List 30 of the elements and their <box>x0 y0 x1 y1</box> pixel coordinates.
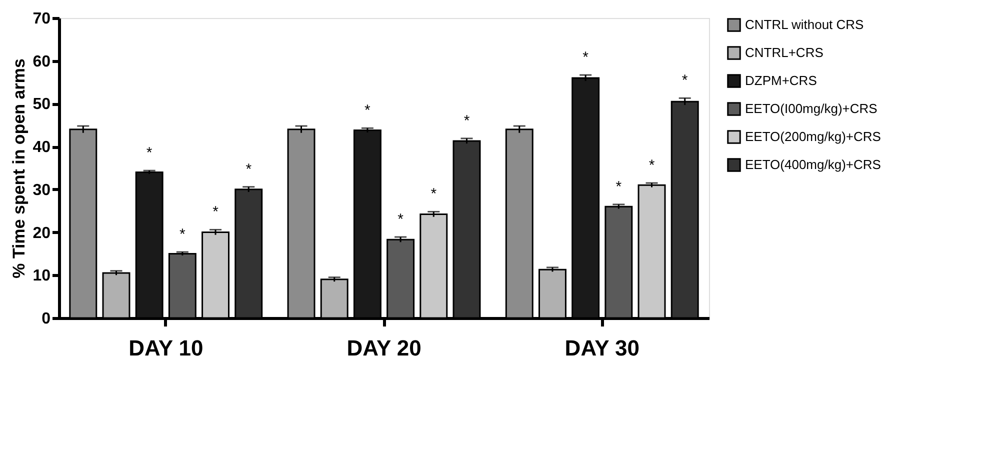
data-label: * <box>430 186 437 203</box>
y-tick-label: 30 <box>32 182 51 199</box>
data-label: * <box>364 102 371 120</box>
data-label: * <box>648 157 655 174</box>
legend-label: CNTRL+CRS <box>745 45 824 60</box>
data-label: * <box>682 72 688 90</box>
data-label: * <box>146 144 152 162</box>
data-label: * <box>246 160 252 178</box>
data-label: * <box>616 178 622 196</box>
y-tick-label: 40 <box>32 139 51 156</box>
data-label: * <box>398 211 404 228</box>
data-label: * <box>464 112 470 130</box>
y-tick-label: 10 <box>32 268 51 285</box>
data-label: * <box>582 49 589 66</box>
y-tick-label: 70 <box>32 10 51 28</box>
legend-label: EETO(200mg/kg)+CRS <box>745 129 882 144</box>
y-tick-label: 20 <box>32 224 51 242</box>
legend-label: EETO(I00mg/kg)+CRS <box>745 101 878 116</box>
legend-label: EETO(400mg/kg)+CRS <box>745 157 882 172</box>
x-tick-label: DAY 10 <box>128 336 204 360</box>
y-tick-label: 50 <box>32 96 51 114</box>
x-tick-label: DAY 20 <box>346 336 422 360</box>
y-axis-title: % Time spent in open arms <box>10 58 29 278</box>
data-label: * <box>180 226 186 243</box>
y-tick-label: 60 <box>32 53 51 70</box>
x-tick-label: DAY 30 <box>564 336 640 360</box>
data-label: * <box>212 204 219 221</box>
legend-label: CNTRL without CRS <box>745 17 864 32</box>
legend-label: DZPM+CRS <box>745 73 818 88</box>
y-tick-label: 0 <box>42 310 51 328</box>
